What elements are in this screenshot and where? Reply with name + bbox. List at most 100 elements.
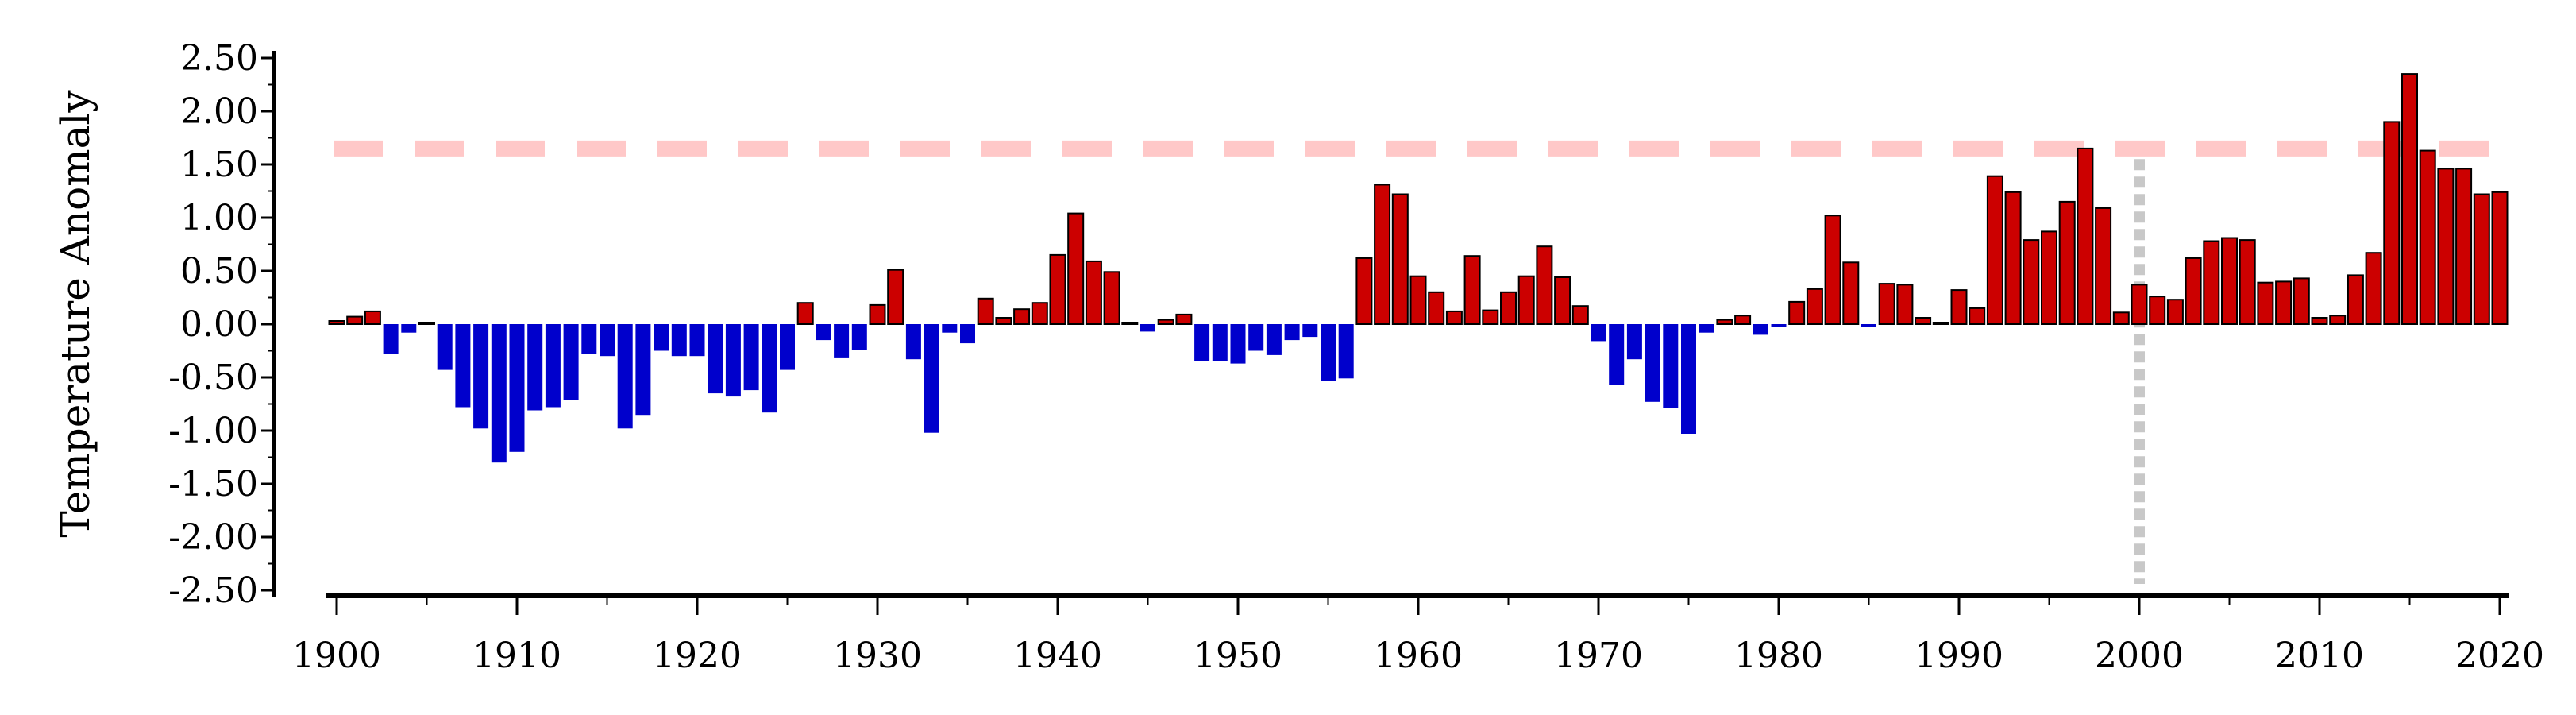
bar-1961 bbox=[1428, 291, 1445, 325]
bar-1966 bbox=[1517, 275, 1535, 326]
bar-1941 bbox=[1067, 212, 1085, 325]
bar-1914 bbox=[581, 324, 597, 354]
bar-2003 bbox=[2185, 257, 2202, 325]
bar-2008 bbox=[2275, 280, 2293, 325]
bar-1950 bbox=[1230, 324, 1246, 364]
x-tick-label: 2020 bbox=[2455, 636, 2544, 676]
bar-1954 bbox=[1302, 324, 1318, 338]
bar-1993 bbox=[2004, 191, 2022, 325]
bar-2015 bbox=[2401, 73, 2418, 325]
bar-1988 bbox=[1915, 317, 1932, 325]
bar-1913 bbox=[563, 324, 579, 400]
x-tick-label: 1940 bbox=[1013, 636, 1102, 676]
bar-1921 bbox=[708, 324, 723, 394]
bar-1935 bbox=[960, 324, 975, 344]
bar-2002 bbox=[2166, 299, 2184, 326]
bar-1974 bbox=[1663, 324, 1679, 408]
bar-1972 bbox=[1626, 324, 1642, 360]
bar-1980 bbox=[1771, 324, 1787, 327]
bar-1952 bbox=[1266, 324, 1282, 355]
bar-1940 bbox=[1049, 253, 1066, 325]
bar-1919 bbox=[671, 324, 687, 357]
bar-1985 bbox=[1861, 324, 1876, 327]
bar-1984 bbox=[1842, 261, 1860, 325]
x-tick-label: 1930 bbox=[833, 636, 922, 676]
bar-1908 bbox=[473, 324, 489, 429]
bar-1937 bbox=[995, 317, 1012, 325]
bar-1998 bbox=[2095, 207, 2112, 325]
bar-1964 bbox=[1482, 309, 1499, 326]
bar-2007 bbox=[2257, 281, 2274, 326]
x-ticks: 1900 1910 1920 1930 1940 1950 1960 1970 1980 1990… bbox=[292, 596, 2544, 676]
bar-2009 bbox=[2293, 277, 2310, 325]
x-tick-label: 1920 bbox=[653, 636, 742, 676]
bar-1929 bbox=[851, 324, 867, 350]
bar-1971 bbox=[1609, 324, 1625, 385]
bar-1997 bbox=[2077, 147, 2094, 325]
bar-1933 bbox=[924, 324, 939, 433]
y-axis-title: Temperature Anomaly bbox=[52, 90, 98, 538]
bar-1977 bbox=[1716, 319, 1733, 326]
bar-1942 bbox=[1085, 260, 1102, 325]
x-tick-label: 1970 bbox=[1554, 636, 1643, 676]
y-tick-label: 2.00 bbox=[180, 91, 258, 132]
bar-1992 bbox=[1986, 175, 2003, 325]
bar-1949 bbox=[1212, 324, 1228, 361]
bar-1948 bbox=[1194, 324, 1210, 361]
bar-1930 bbox=[869, 303, 886, 325]
bar-2018 bbox=[2455, 168, 2473, 325]
bar-1994 bbox=[2023, 239, 2040, 326]
bar-2016 bbox=[2419, 149, 2436, 325]
bar-1932 bbox=[905, 324, 921, 360]
bar-1996 bbox=[2058, 200, 2076, 325]
bar-1934 bbox=[942, 324, 958, 333]
bar-1924 bbox=[762, 324, 777, 413]
bar-2013 bbox=[2365, 252, 2382, 326]
bar-2012 bbox=[2347, 274, 2364, 325]
bar-1969 bbox=[1571, 305, 1589, 326]
bar-1910 bbox=[509, 324, 525, 452]
bar-1901 bbox=[346, 315, 364, 326]
bar-1906 bbox=[437, 324, 453, 370]
y-tick-label: -1.50 bbox=[168, 464, 258, 504]
bar-1991 bbox=[1969, 307, 1986, 325]
bar-1963 bbox=[1463, 255, 1481, 326]
bar-1917 bbox=[635, 324, 651, 416]
x-tick-label: 1900 bbox=[292, 636, 381, 676]
bar-1999 bbox=[2112, 311, 2130, 325]
bar-1943 bbox=[1103, 271, 1120, 325]
y-tick-label: 0.00 bbox=[180, 304, 258, 345]
bar-2000 bbox=[2131, 284, 2148, 325]
bar-1904 bbox=[401, 324, 417, 333]
bar-1927 bbox=[816, 324, 831, 341]
x-tick-label: 1910 bbox=[472, 636, 561, 676]
bar-1955 bbox=[1321, 324, 1336, 381]
bar-1931 bbox=[887, 269, 904, 326]
bar-1936 bbox=[977, 297, 994, 325]
bar-2001 bbox=[2149, 296, 2166, 326]
x-tick-label: 2000 bbox=[2095, 636, 2184, 676]
bar-1922 bbox=[725, 324, 741, 397]
bar-1953 bbox=[1284, 324, 1300, 341]
x-tick-label: 1960 bbox=[1374, 636, 1463, 676]
x-tick-label: 1990 bbox=[1915, 636, 2003, 676]
bar-1959 bbox=[1391, 193, 1409, 325]
y-tick-label: -1.00 bbox=[168, 411, 258, 451]
bar-1951 bbox=[1248, 324, 1264, 351]
x-tick-label: 2010 bbox=[2275, 636, 2364, 676]
bar-1900 bbox=[328, 320, 345, 325]
bar-1975 bbox=[1681, 324, 1696, 434]
bar-1944 bbox=[1121, 322, 1139, 325]
y-tick-label: 2.50 bbox=[180, 38, 258, 79]
bar-1920 bbox=[689, 324, 705, 357]
bar-1982 bbox=[1806, 288, 1823, 325]
bar-1965 bbox=[1500, 291, 1517, 325]
bar-1918 bbox=[654, 324, 669, 351]
bar-2017 bbox=[2437, 168, 2455, 325]
y-tick-label: 1.50 bbox=[180, 145, 258, 185]
bar-2020 bbox=[2491, 191, 2509, 325]
bar-2010 bbox=[2311, 317, 2328, 325]
bar-2011 bbox=[2329, 315, 2347, 325]
bars-layer bbox=[328, 73, 2509, 463]
bar-1905 bbox=[418, 322, 435, 325]
